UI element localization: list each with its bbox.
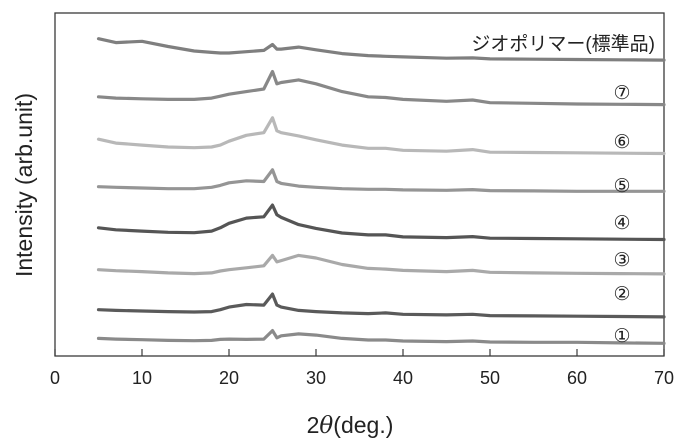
plot-frame [54, 12, 665, 357]
series-label: ⑥ [613, 132, 630, 153]
series-labels: ① ② ③ ④ ⑤ ⑥ ⑦ ジオポリマー(標準品) [471, 33, 655, 347]
series-label: ③ [613, 250, 630, 271]
series-label: ジオポリマー(標準品) [471, 33, 655, 55]
x-axis-title-suffix: (deg.) [333, 412, 393, 438]
x-tick-label: 70 [654, 368, 674, 388]
series-line [96, 292, 666, 319]
series-line [96, 253, 666, 276]
series-line [96, 168, 666, 193]
series-label: ① [613, 326, 630, 347]
x-ticks: 0 10 20 30 40 50 60 70 [50, 349, 674, 388]
x-axis-title: 2θ(deg.) [307, 412, 394, 439]
series-label: ② [613, 284, 630, 305]
x-axis-title-symbol: θ [319, 413, 333, 439]
x-axis-title-prefix: 2 [307, 412, 320, 438]
series-group [96, 37, 666, 345]
series-line [96, 37, 666, 62]
series-label: ⑦ [613, 83, 630, 104]
series-line [96, 116, 666, 156]
x-tick-label: 30 [306, 368, 326, 388]
series-line [96, 329, 666, 345]
x-tick-label: 20 [219, 368, 239, 388]
series-line [96, 69, 666, 107]
y-axis-title: Intensity (arb.unit) [11, 93, 37, 277]
series-line [96, 203, 666, 242]
series-label: ⑤ [613, 176, 630, 197]
x-tick-label: 0 [50, 368, 60, 388]
x-tick-label: 50 [480, 368, 500, 388]
x-tick-label: 60 [567, 368, 587, 388]
x-tick-label: 10 [132, 368, 152, 388]
x-tick-label: 40 [393, 368, 413, 388]
series-label: ④ [613, 213, 630, 234]
